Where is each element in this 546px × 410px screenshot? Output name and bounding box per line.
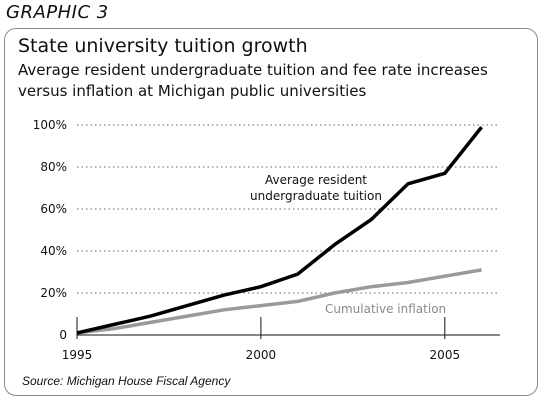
tuition-series-line bbox=[76, 126, 483, 335]
chart-subtitle: Average resident undergraduate tuition a… bbox=[18, 61, 488, 100]
annotation-tuition-line2: undergraduate tuition bbox=[250, 189, 382, 203]
x-tick-label: 2000 bbox=[246, 348, 277, 362]
y-tick-label: 40% bbox=[40, 244, 67, 258]
chart-title: State university tuition growth bbox=[18, 35, 308, 57]
x-tick-label: 2005 bbox=[430, 348, 461, 362]
y-tick-label: 60% bbox=[40, 202, 67, 216]
source-note: Source: Michigan House Fiscal Agency bbox=[22, 374, 231, 388]
inflation-series-line bbox=[76, 268, 482, 335]
y-tick-label: 20% bbox=[40, 286, 67, 300]
y-tick-label: 80% bbox=[40, 160, 67, 174]
annotation-tuition-line1: Average resident bbox=[265, 173, 367, 187]
x-tick-label: 1995 bbox=[62, 348, 93, 362]
annotation-inflation: Cumulative inflation bbox=[325, 302, 446, 316]
y-tick-label: 0 bbox=[59, 328, 67, 342]
graphic-label: GRAPHIC 3 bbox=[6, 2, 109, 23]
y-tick-label: 100% bbox=[33, 118, 67, 132]
